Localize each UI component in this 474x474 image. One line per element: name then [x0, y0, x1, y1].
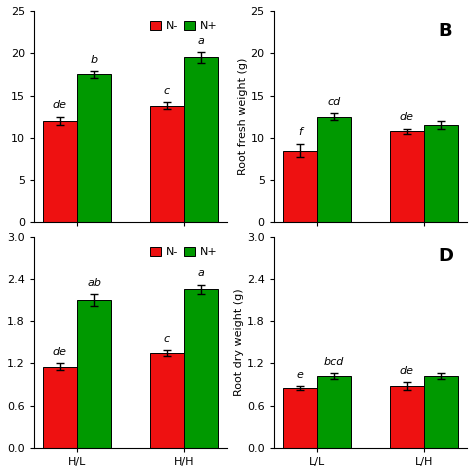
- Bar: [43, 121, 77, 222]
- Bar: [150, 106, 184, 222]
- Text: c: c: [164, 86, 170, 96]
- Bar: [150, 353, 184, 448]
- Text: de: de: [53, 100, 67, 110]
- Bar: [424, 376, 458, 448]
- Bar: [390, 386, 424, 448]
- Bar: [424, 125, 458, 222]
- Text: c: c: [164, 334, 170, 344]
- Text: f: f: [298, 128, 301, 137]
- Y-axis label: Root dry weight (g): Root dry weight (g): [234, 289, 244, 396]
- Bar: [283, 388, 317, 448]
- Bar: [77, 74, 111, 222]
- Text: de: de: [53, 347, 67, 357]
- Legend: N-, N+: N-, N+: [146, 242, 221, 262]
- Text: bcd: bcd: [324, 357, 344, 367]
- Bar: [184, 57, 219, 222]
- Text: a: a: [198, 268, 205, 278]
- Bar: [390, 131, 424, 222]
- Text: B: B: [438, 21, 452, 39]
- Text: b: b: [91, 55, 98, 64]
- Legend: N-, N+: N-, N+: [146, 17, 221, 36]
- Text: ab: ab: [87, 278, 101, 288]
- Bar: [77, 300, 111, 448]
- Y-axis label: Root fresh weight (g): Root fresh weight (g): [238, 58, 248, 175]
- Bar: [283, 151, 317, 222]
- Text: de: de: [400, 366, 414, 376]
- Bar: [317, 376, 351, 448]
- Bar: [43, 367, 77, 448]
- Bar: [184, 290, 219, 448]
- Bar: [317, 117, 351, 222]
- Text: de: de: [400, 112, 414, 122]
- Text: D: D: [438, 247, 453, 265]
- Text: e: e: [296, 370, 303, 380]
- Text: a: a: [198, 36, 205, 46]
- Text: cd: cd: [328, 97, 341, 107]
